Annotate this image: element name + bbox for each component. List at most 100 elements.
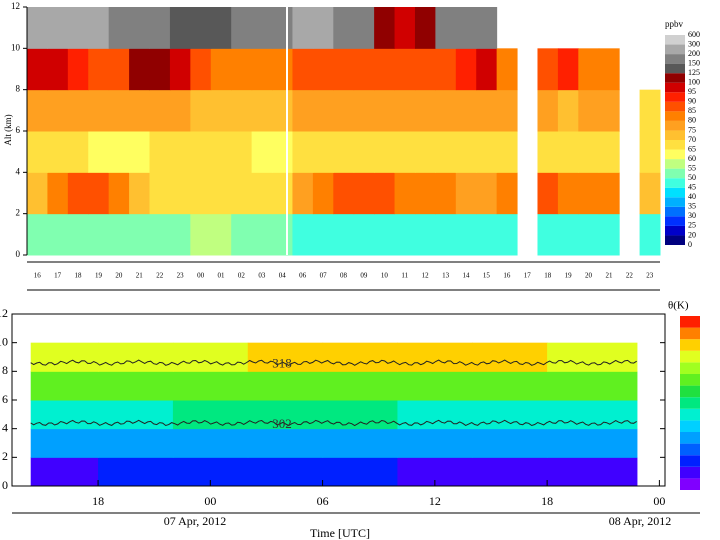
heatmap-cell xyxy=(394,89,416,132)
heatmap-cell xyxy=(397,342,473,372)
heatmap-cell xyxy=(88,48,110,91)
heatmap-cell xyxy=(639,89,661,132)
heatmap-cell xyxy=(98,342,174,372)
heatmap-cell xyxy=(292,131,314,173)
heatmap-cell xyxy=(353,131,375,173)
heatmap-cell xyxy=(333,89,355,132)
heatmap-cell xyxy=(557,89,579,132)
heatmap-cell xyxy=(67,89,89,132)
colorbar-label: 70 xyxy=(688,135,696,144)
heatmap-cell xyxy=(578,89,600,132)
colorbar-swatch xyxy=(665,168,685,179)
heatmap-cell xyxy=(455,172,477,215)
heatmap-cell xyxy=(30,342,99,372)
heatmap-cell xyxy=(88,89,110,132)
heatmap-cell xyxy=(149,48,171,91)
y-tick-label: 2 xyxy=(16,208,21,218)
colorbar-label: 55 xyxy=(688,163,696,172)
colorbar-swatch xyxy=(665,225,685,236)
heatmap-cell xyxy=(598,213,620,256)
heatmap-cell xyxy=(272,89,293,132)
heatmap-cell xyxy=(247,342,324,372)
heatmap-cell xyxy=(190,172,212,215)
heatmap-cell xyxy=(190,131,212,173)
x-tick-label: 03 xyxy=(258,272,266,280)
heatmap-cell xyxy=(292,89,314,132)
heatmap-cell xyxy=(98,371,174,401)
x-tick-label: 18 xyxy=(75,272,83,280)
colorbar-title: θ(K) xyxy=(668,300,689,312)
x-tick-label: 10 xyxy=(381,272,389,280)
x-tick-label: 20 xyxy=(585,272,593,280)
colorbar-label: 0 xyxy=(688,240,692,249)
colorbar-label: 85 xyxy=(688,106,696,115)
contour-line xyxy=(30,359,637,366)
x-tick-label: 00 xyxy=(197,272,205,280)
colorbar-label: 95 xyxy=(688,87,696,96)
heatmap-cell xyxy=(333,213,355,256)
x-tick-label: 17 xyxy=(54,272,62,280)
heatmap-cell xyxy=(598,48,620,91)
heatmap-cell xyxy=(476,131,498,173)
heatmap-cell xyxy=(190,213,212,256)
heatmap-cell xyxy=(374,89,396,132)
heatmap-cell xyxy=(292,48,314,91)
heatmap-cell xyxy=(547,342,638,372)
heatmap-cell xyxy=(476,7,498,49)
heatmap-cell xyxy=(394,172,416,215)
heatmap-cell xyxy=(108,48,130,91)
heatmap-cell xyxy=(251,7,273,49)
heatmap-cell xyxy=(272,7,293,49)
y-tick-label: 8 xyxy=(16,84,21,94)
contour-label: 302 xyxy=(272,416,292,431)
heatmap-cell xyxy=(231,7,253,49)
y-tick-label: 6 xyxy=(2,392,8,406)
heatmap-cell xyxy=(374,48,396,91)
heatmap-cell xyxy=(27,7,48,49)
colorbar-swatch xyxy=(665,44,685,55)
heatmap-cell xyxy=(67,131,89,173)
colorbar-swatch xyxy=(680,466,700,479)
x-tick-label: 00 xyxy=(653,494,665,508)
colorbar-label: 90 xyxy=(688,97,696,106)
y-axis-label: Alt (km) xyxy=(3,114,13,145)
heatmap-cell xyxy=(455,7,477,49)
colorbar-label: 200 xyxy=(688,49,700,58)
x-tick-label: 17 xyxy=(524,272,532,280)
heatmap-cell xyxy=(98,457,174,487)
heatmap-cell xyxy=(108,131,130,173)
colorbar-label: 60 xyxy=(688,154,696,163)
heatmap-cell xyxy=(414,89,436,132)
colorbar-title: ppbv xyxy=(665,19,684,29)
heatmap-cell xyxy=(169,172,191,215)
heatmap-cell xyxy=(172,371,249,401)
heatmap-cell xyxy=(353,89,375,132)
heatmap-cell xyxy=(435,48,457,91)
date-label: 07 Apr, 2012 xyxy=(164,514,227,528)
heatmap-cell xyxy=(149,89,171,132)
heatmap-cell xyxy=(397,428,473,458)
heatmap-cell xyxy=(537,213,559,256)
heatmap-cell xyxy=(149,172,171,215)
heatmap-cell xyxy=(578,172,600,215)
colorbar-swatch xyxy=(680,408,700,421)
colorbar-label: 300 xyxy=(688,39,700,48)
x-tick-label: 15 xyxy=(483,272,491,280)
heatmap-cell xyxy=(172,400,249,430)
heatmap-cell xyxy=(251,131,273,173)
heatmap-cell xyxy=(88,131,110,173)
colorbar-swatch xyxy=(665,235,685,245)
heatmap-cell xyxy=(496,213,518,256)
heatmap-cell xyxy=(639,172,661,215)
heatmap-cell xyxy=(47,48,69,91)
heatmap-cell xyxy=(312,131,334,173)
heatmap-cell xyxy=(67,213,89,256)
heatmap-cell xyxy=(353,48,375,91)
heatmap-cell xyxy=(472,371,548,401)
heatmap-cell xyxy=(272,131,293,173)
heatmap-cell xyxy=(210,7,232,49)
heatmap-cell xyxy=(322,428,398,458)
heatmap-cell xyxy=(394,213,416,256)
colorbar-swatch xyxy=(680,478,700,490)
heatmap-cell xyxy=(210,213,232,256)
